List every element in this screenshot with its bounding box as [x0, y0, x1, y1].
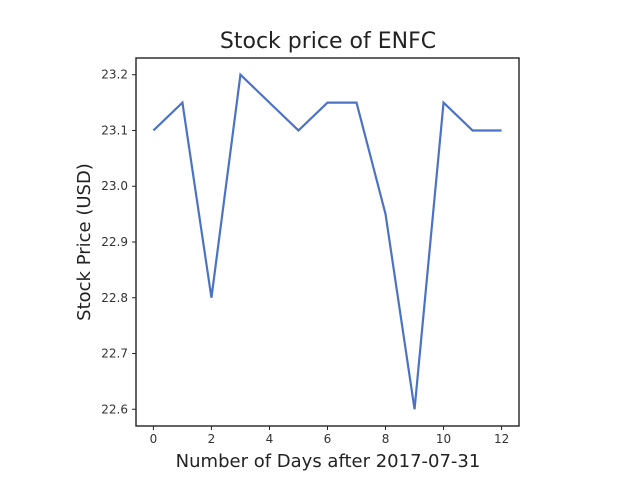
x-tick-label: 4	[266, 432, 274, 446]
data-point	[414, 408, 416, 410]
x-tick-label: 2	[208, 432, 216, 446]
data-point	[385, 213, 387, 215]
data-point	[181, 102, 183, 104]
y-tick-label: 22.6	[101, 402, 128, 416]
x-axis: 0 2 4 6 8 10 12	[150, 426, 509, 446]
data-point	[443, 102, 445, 104]
data-point	[472, 129, 474, 131]
price-line	[152, 72, 502, 410]
chart-title: Stock price of ENFC	[220, 29, 436, 54]
y-tick-label: 22.9	[101, 235, 128, 249]
plot-area	[135, 57, 520, 427]
y-axis: 22.6 22.7 22.8 22.9 23.0 23.1 23.2	[101, 68, 136, 416]
y-axis-label: Stock Price (USD)	[74, 163, 95, 321]
y-tick-label: 22.7	[101, 347, 128, 361]
y-tick-label: 23.1	[101, 123, 128, 137]
x-axis-label: Number of Days after 2017-07-31	[176, 451, 481, 472]
x-tick-label: 0	[150, 432, 158, 446]
data-point	[210, 297, 212, 299]
data-points	[152, 74, 502, 411]
data-point	[501, 129, 503, 131]
y-tick-label: 23.0	[101, 179, 128, 193]
data-point	[327, 102, 329, 104]
y-tick-label: 22.8	[101, 291, 128, 305]
x-tick-label: 10	[436, 432, 451, 446]
data-point	[268, 102, 270, 104]
y-tick-label: 23.2	[101, 68, 128, 82]
x-tick-label: 12	[494, 432, 509, 446]
data-point	[356, 102, 358, 104]
data-point	[297, 129, 299, 131]
data-point	[239, 74, 241, 76]
x-tick-label: 8	[382, 432, 390, 446]
x-tick-label: 6	[324, 432, 332, 446]
data-point	[152, 129, 154, 131]
